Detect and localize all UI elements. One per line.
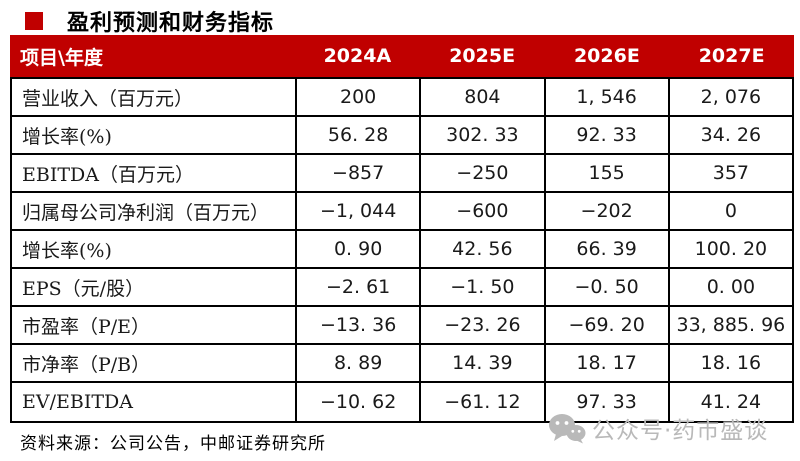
cell-value: 56. 28	[295, 117, 419, 153]
cell-value: −250	[419, 155, 543, 191]
cell-value: 0. 90	[295, 231, 419, 267]
cell-value: −202	[543, 193, 668, 229]
cell-value: 200	[295, 79, 419, 115]
table-row-ev-ebitda: EV/EBITDA −10. 62 −61. 12 97. 33 41. 24	[12, 383, 792, 421]
row-label: 归属母公司净利润（百万元）	[22, 201, 270, 224]
row-label: EPS（元/股）	[22, 277, 145, 300]
page-title: 盈利预测和财务指标	[67, 10, 275, 36]
cell-value: −0. 50	[543, 269, 668, 305]
table-row-revenue: 营业收入（百万元） 200 804 1, 546 2, 076	[12, 79, 792, 117]
table-body: 营业收入（百万元） 200 804 1, 546 2, 076 增长率(%) 5…	[10, 77, 794, 423]
table-row-net-profit: 归属母公司净利润（百万元） −1, 044 −600 −202 0	[12, 193, 792, 231]
cell-value: −10. 62	[295, 383, 419, 421]
cell-value: 97. 33	[543, 383, 668, 421]
row-label: 市盈率（P/E）	[22, 315, 151, 338]
row-label: 营业收入（百万元）	[22, 87, 194, 110]
cell-value: −857	[295, 155, 419, 191]
cell-value: 33, 885. 96	[667, 307, 792, 343]
header-cell-2026e: 2026E	[573, 45, 640, 67]
header-cell-2024a: 2024A	[323, 45, 392, 67]
table-row-pb: 市净率（P/B） 8. 89 14. 39 18. 17 18. 16	[12, 345, 792, 383]
wechat-icon	[548, 413, 586, 444]
cell-value: −61. 12	[419, 383, 543, 421]
section-title-row: 盈利预测和财务指标	[25, 5, 274, 37]
cell-value: −1. 50	[419, 269, 543, 305]
row-label: 市净率（P/B）	[22, 353, 151, 376]
cell-value: 41. 24	[667, 383, 792, 421]
cell-value: 100. 20	[667, 231, 792, 267]
cell-value: −1, 044	[295, 193, 419, 229]
cell-value: 34. 26	[667, 117, 792, 153]
cell-value: 0	[667, 193, 792, 229]
table-row-revenue-growth: 增长率(%) 56. 28 302. 33 92. 33 34. 26	[12, 117, 792, 155]
cell-value: 8. 89	[295, 345, 419, 381]
cell-value: 302. 33	[419, 117, 543, 153]
cell-value: 0. 00	[667, 269, 792, 305]
row-label: EBITDA（百万元）	[22, 163, 194, 186]
cell-value: 2, 076	[667, 79, 792, 115]
table-row-pe: 市盈率（P/E） −13. 36 −23. 26 −69. 20 33, 885…	[12, 307, 792, 345]
cell-value: −23. 26	[419, 307, 543, 343]
watermark-text: 公众号·药市盛谈	[592, 418, 769, 444]
cell-value: 66. 39	[543, 231, 668, 267]
financial-forecast-table: 项目\年度 2024A 2025E 2026E 2027E 营业收入（百万元） …	[10, 35, 794, 423]
header-cell-item-year: 项目\年度	[20, 46, 103, 69]
table-row-eps: EPS（元/股） −2. 61 −1. 50 −0. 50 0. 00	[12, 269, 792, 307]
cell-value: 14. 39	[419, 345, 543, 381]
cell-value: −2. 61	[295, 269, 419, 305]
cell-value: 155	[543, 155, 668, 191]
cell-value: 92. 33	[543, 117, 668, 153]
row-label: 增长率(%)	[22, 239, 112, 262]
header-cell-2025e: 2025E	[449, 45, 516, 67]
cell-value: 18. 16	[667, 345, 792, 381]
table-row-profit-growth: 增长率(%) 0. 90 42. 56 66. 39 100. 20	[12, 231, 792, 269]
cell-value: −69. 20	[543, 307, 668, 343]
cell-value: 804	[419, 79, 543, 115]
watermark: 公众号·药市盛谈	[548, 411, 768, 445]
cell-value: 357	[667, 155, 792, 191]
cell-value: −13. 36	[295, 307, 419, 343]
source-note: 资料来源：公司公告，中邮证券研究所	[20, 434, 326, 454]
table-row-ebitda: EBITDA（百万元） −857 −250 155 357	[12, 155, 792, 193]
cell-value: −600	[419, 193, 543, 229]
cell-value: 42. 56	[419, 231, 543, 267]
row-label: 增长率(%)	[22, 125, 112, 148]
cell-value: 1, 546	[543, 79, 668, 115]
bullet-icon	[25, 12, 43, 30]
table-header-row: 项目\年度 2024A 2025E 2026E 2027E	[10, 35, 794, 77]
header-cell-2027e: 2027E	[698, 45, 765, 67]
row-label: EV/EBITDA	[22, 391, 133, 413]
cell-value: 18. 17	[543, 345, 668, 381]
